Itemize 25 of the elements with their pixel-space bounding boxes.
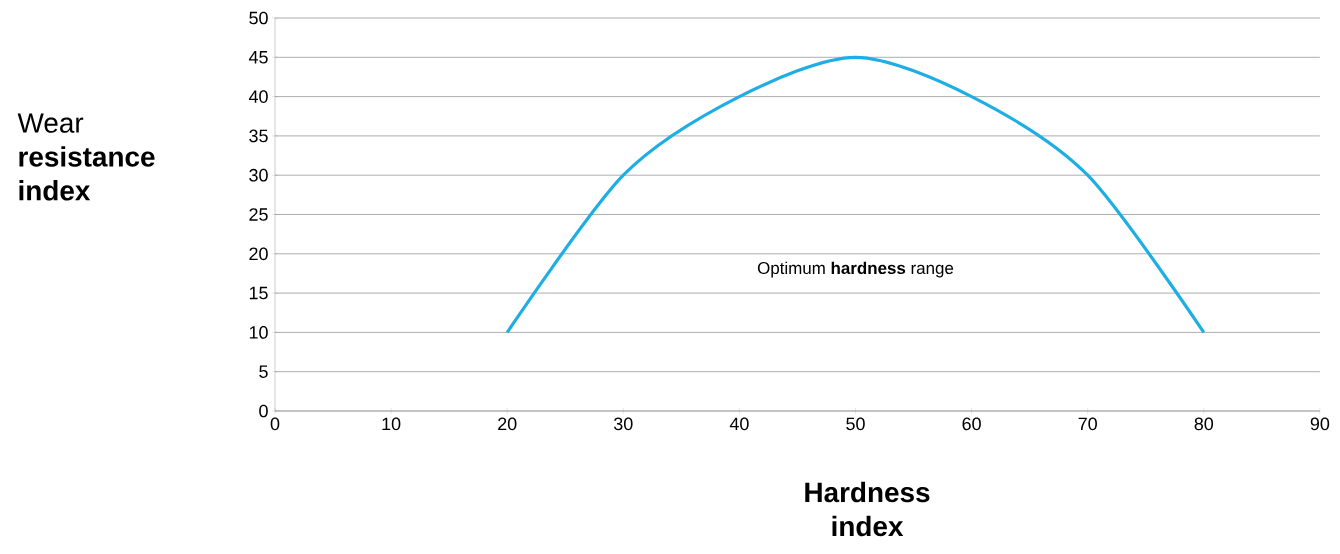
- x-axis-title: Hardness index: [805, 481, 930, 537]
- line-series: [505, 55, 1206, 334]
- x-tick-label: 70: [1078, 417, 1097, 431]
- x-tick-label: 80: [1194, 417, 1214, 431]
- y-tick-label: 25: [249, 208, 268, 221]
- x-tick-label: 40: [729, 417, 749, 431]
- y-tick-label: 50: [249, 11, 268, 25]
- y-tick-label: 30: [249, 168, 268, 182]
- annotation: Optimum hardness range: [757, 261, 954, 278]
- y-axis-title: Wear resistance index: [17, 113, 155, 201]
- y-tick-label: 20: [249, 247, 268, 261]
- y-tick-label: 10: [249, 326, 268, 339]
- x-tick-label: 0: [270, 417, 280, 431]
- x-tick-label: 10: [382, 417, 401, 431]
- y-tick-label: 0: [259, 404, 268, 418]
- y-tick-label: 5: [259, 365, 268, 378]
- y-tick-label: 15: [249, 286, 268, 300]
- x-tick-label: 50: [846, 417, 865, 431]
- x-tick-label: 30: [614, 417, 633, 431]
- y-tick-label: 35: [249, 129, 268, 143]
- x-tick-label: 20: [498, 417, 517, 431]
- x-tick-label: 90: [1310, 417, 1330, 431]
- y-tick-label: 40: [248, 90, 268, 103]
- y-tick-label: 45: [248, 51, 268, 64]
- x-tick-label: 60: [962, 417, 981, 431]
